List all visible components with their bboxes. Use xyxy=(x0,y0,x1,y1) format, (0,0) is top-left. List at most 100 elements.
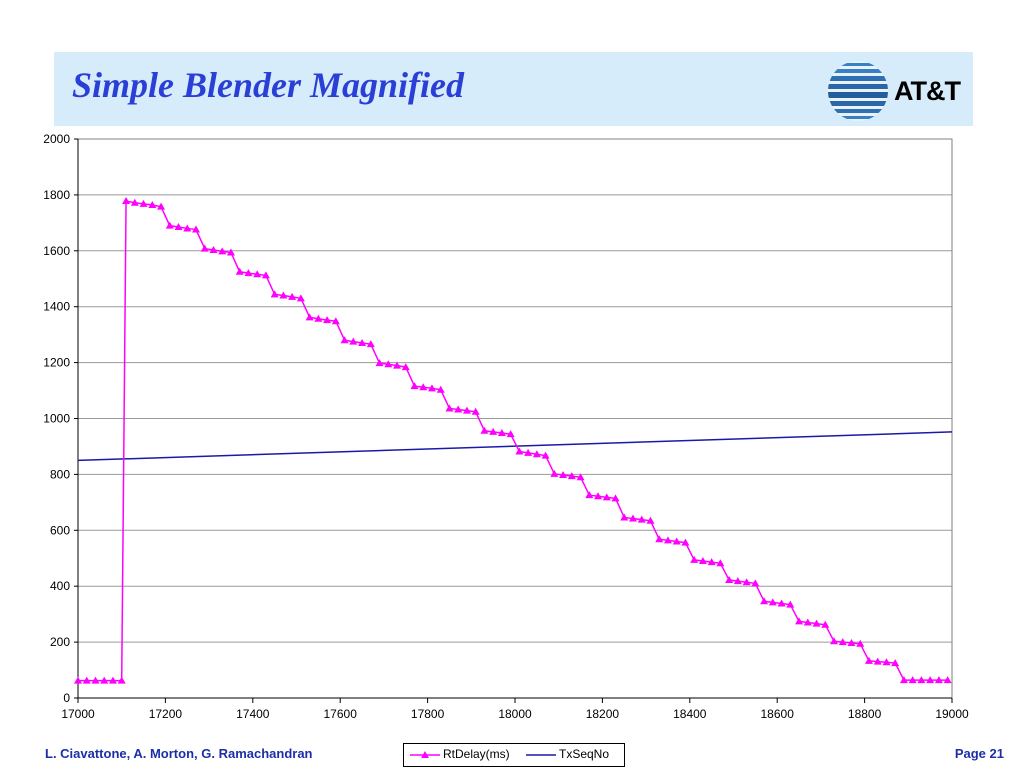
rtdelay-point xyxy=(760,597,769,605)
rtdelay-point xyxy=(200,244,209,252)
rtdelay-point xyxy=(847,638,856,646)
rtdelay-point xyxy=(261,271,270,279)
rtdelay-point xyxy=(288,292,297,300)
rtdelay-point xyxy=(532,450,541,458)
rtdelay-point xyxy=(899,676,908,684)
rtdelay-point xyxy=(139,199,148,207)
rtdelay-point xyxy=(419,383,428,391)
y-tick-label: 200 xyxy=(50,635,70,649)
rtdelay-point xyxy=(672,537,681,545)
rtdelay-point xyxy=(497,429,506,437)
rtdelay-point xyxy=(628,514,637,522)
rtdelay-point xyxy=(122,197,131,205)
series-rtdelay-line xyxy=(78,200,948,682)
legend-txseqno-label: TxSeqNo xyxy=(559,747,610,761)
x-tick-label: 19000 xyxy=(935,707,969,721)
rtdelay-point xyxy=(751,579,760,587)
logo-text: AT&T xyxy=(894,76,961,106)
rtdelay-point xyxy=(375,359,384,367)
x-tick-label: 18600 xyxy=(761,707,795,721)
rtdelay-point xyxy=(646,516,655,524)
rtdelay-point xyxy=(235,267,244,275)
rtdelay-point xyxy=(349,337,358,345)
rtdelay-point xyxy=(567,472,576,480)
rtdelay-point xyxy=(226,248,235,256)
rtdelay-point xyxy=(130,198,139,206)
rtdelay-point xyxy=(401,363,410,371)
rtdelay-point xyxy=(100,676,109,684)
rtdelay-point xyxy=(716,559,725,567)
rtdelay-point xyxy=(82,676,91,684)
footer-page-number: Page 21 xyxy=(954,746,1004,761)
rtdelay-point xyxy=(183,224,192,232)
rtdelay-point xyxy=(471,407,480,415)
rtdelay-point xyxy=(742,578,751,586)
legend-rtdelay-label: RtDelay(ms) xyxy=(443,747,510,761)
rtdelay-point xyxy=(489,427,498,435)
y-tick-label: 1600 xyxy=(43,244,70,258)
rtdelay-point xyxy=(331,317,340,325)
rtdelay-point xyxy=(873,657,882,665)
rtdelay-point xyxy=(296,294,305,302)
triangle-marker-icon xyxy=(421,751,429,758)
rtdelay-point xyxy=(191,225,200,233)
x-tick-label: 17800 xyxy=(411,707,445,721)
rtdelay-point xyxy=(926,676,935,684)
att-logo xyxy=(826,58,966,124)
rtdelay-point xyxy=(891,659,900,667)
y-tick-label: 2000 xyxy=(43,132,70,146)
rtdelay-point xyxy=(698,557,707,565)
rtdelay-point xyxy=(253,270,262,278)
x-tick-label: 18000 xyxy=(498,707,532,721)
legend-swatches xyxy=(410,751,556,758)
rtdelay-point xyxy=(174,223,183,231)
rtdelay-point xyxy=(305,313,314,321)
rtdelay-point xyxy=(838,638,847,646)
x-tick-label: 18400 xyxy=(673,707,707,721)
y-tick-label: 1800 xyxy=(43,188,70,202)
y-tick-label: 600 xyxy=(50,523,70,537)
rtdelay-point xyxy=(323,316,332,324)
rtdelay-point xyxy=(410,382,419,390)
legend: RtDelay(ms) TxSeqNo xyxy=(403,743,625,767)
rtdelay-point xyxy=(541,451,550,459)
rtdelay-point xyxy=(602,493,611,501)
y-tick-labels: 0 200 400 600 800 1000 1200 1400 1600 1800 2000 xyxy=(43,132,70,705)
slide-title: Simple Blender Magnified xyxy=(72,65,465,105)
rtdelay-point xyxy=(576,473,585,481)
rtdelay-point xyxy=(550,469,559,477)
grid-lines xyxy=(78,194,952,643)
rtdelay-point xyxy=(777,599,786,607)
rtdelay-point xyxy=(366,340,375,348)
rtdelay-point xyxy=(506,430,515,438)
rtdelay-point xyxy=(462,406,471,414)
rtdelay-point xyxy=(165,221,174,229)
rtdelay-point xyxy=(681,538,690,546)
rtdelay-point xyxy=(108,676,117,684)
rtdelay-point xyxy=(358,339,367,347)
rtdelay-point xyxy=(812,619,821,627)
y-tick-label: 1400 xyxy=(43,300,70,314)
rtdelay-point xyxy=(864,656,873,664)
rtdelay-point xyxy=(908,676,917,684)
rtdelay-point xyxy=(690,555,699,563)
x-tick-label: 17200 xyxy=(149,707,183,721)
rtdelay-point xyxy=(594,492,603,500)
axes xyxy=(74,138,953,703)
rtdelay-point xyxy=(524,448,533,456)
y-tick-label: 0 xyxy=(63,691,70,705)
att-globe-icon xyxy=(828,61,888,121)
footer-authors: L. Ciavattone, A. Morton, G. Ramachandra… xyxy=(45,746,313,761)
y-tick-label: 1200 xyxy=(43,356,70,370)
rtdelay-point xyxy=(882,658,891,666)
rtdelay-point xyxy=(943,676,952,684)
rtdelay-point xyxy=(620,513,629,521)
x-tick-label: 18800 xyxy=(848,707,882,721)
rtdelay-point xyxy=(917,676,926,684)
x-tick-labels: 17000 17200 17400 17600 17800 18000 18200 18400… xyxy=(61,707,969,721)
rtdelay-point xyxy=(480,426,489,434)
rtdelay-point xyxy=(157,202,166,210)
rtdelay-point xyxy=(725,576,734,584)
rtdelay-point xyxy=(314,314,323,322)
rtdelay-point xyxy=(244,269,253,277)
